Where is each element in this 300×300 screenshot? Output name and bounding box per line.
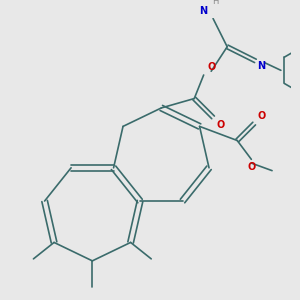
- Text: O: O: [207, 62, 215, 73]
- Text: H: H: [212, 0, 218, 6]
- Text: O: O: [247, 162, 256, 172]
- Text: O: O: [217, 120, 225, 130]
- Text: O: O: [258, 111, 266, 121]
- Text: N: N: [200, 6, 208, 16]
- Text: N: N: [257, 61, 265, 70]
